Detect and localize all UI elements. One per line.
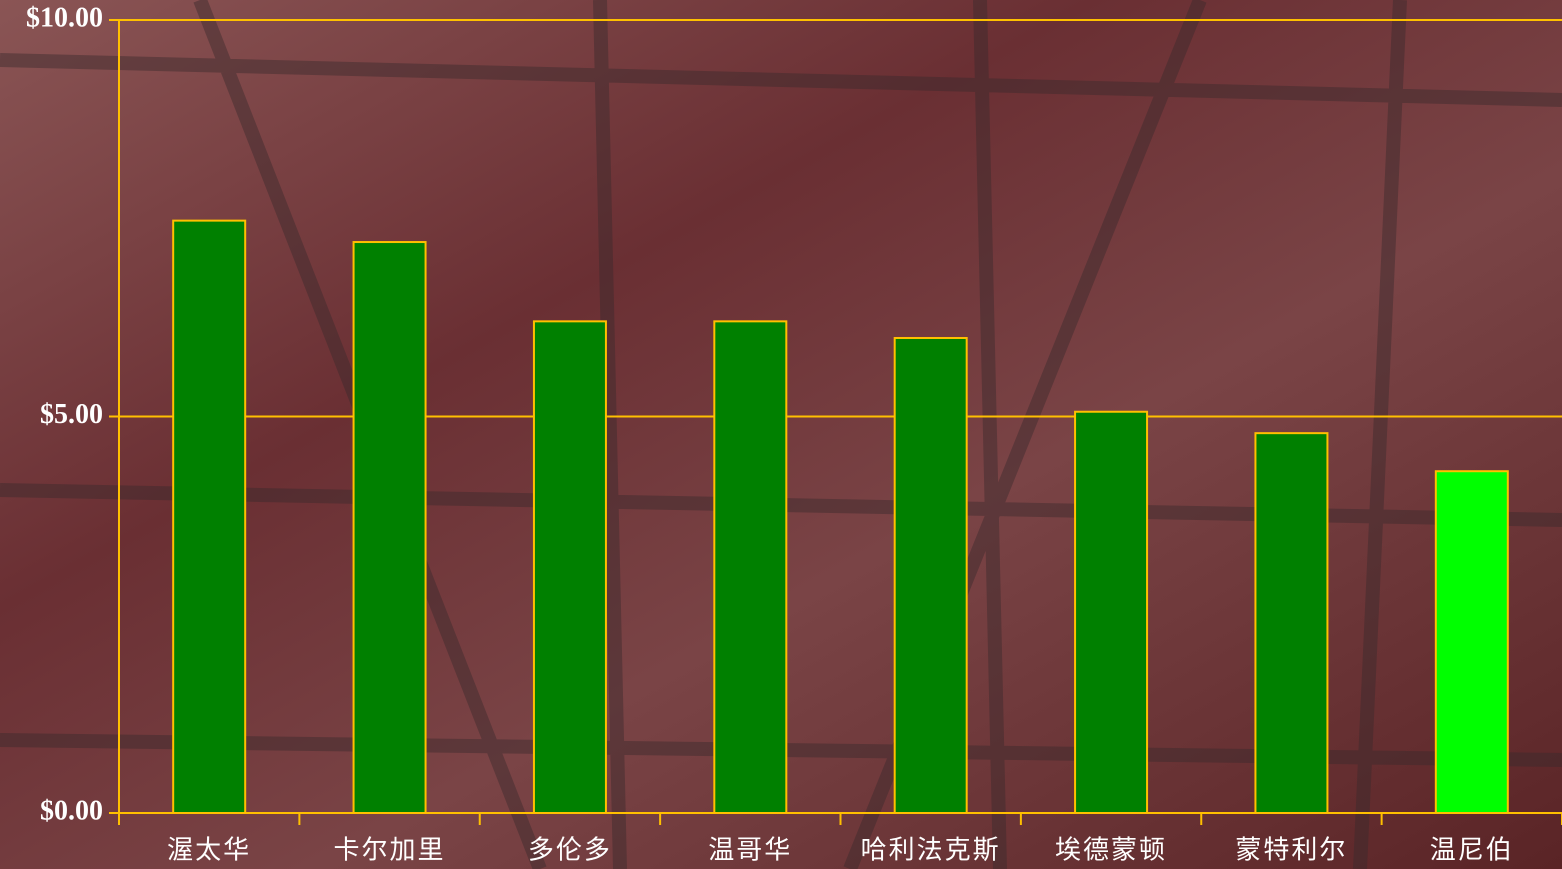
bar (893, 336, 968, 814)
x-tick-label: 埃德蒙顿 (1055, 836, 1167, 866)
bar (352, 241, 427, 815)
bar (1074, 410, 1149, 814)
bar (172, 219, 247, 814)
x-tick-label: 多伦多 (528, 836, 612, 866)
bar (1254, 432, 1329, 814)
x-tick-label: 渥太华 (167, 836, 251, 866)
y-tick-label: $10.00 (26, 2, 103, 33)
bar (1434, 470, 1509, 814)
bar (532, 320, 607, 814)
x-tick-label: 卡尔加里 (334, 836, 446, 866)
bar (713, 320, 788, 814)
x-tick-label: 哈利法克斯 (861, 836, 1001, 866)
x-tick-label: 温哥华 (708, 836, 792, 866)
y-tick-label: $5.00 (40, 399, 103, 430)
y-tick-label: $0.00 (40, 795, 103, 826)
x-tick-label: 蒙特利尔 (1235, 836, 1347, 866)
x-tick-label: 温尼伯 (1430, 836, 1514, 866)
